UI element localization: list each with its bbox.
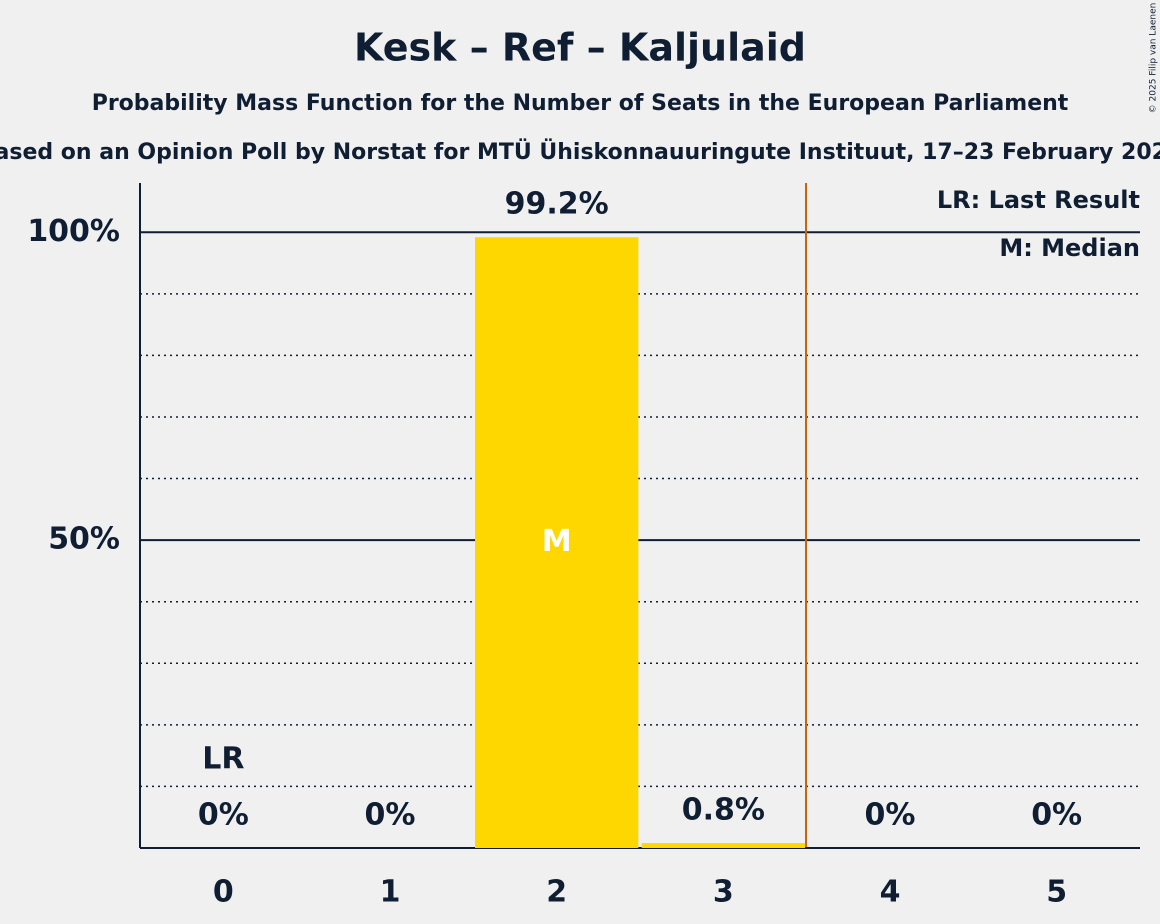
bar [641,843,805,848]
annotation: LR [202,742,244,777]
x-tick-label: 5 [1046,875,1067,910]
value-label: 0% [198,798,249,833]
value-label: 0% [865,798,916,833]
value-label: 99.2% [505,187,609,222]
x-tick-label: 0 [213,875,234,910]
x-tick-label: 3 [713,875,734,910]
value-label: 0% [365,798,416,833]
x-tick-label: 2 [546,875,567,910]
bar [475,237,639,848]
legend-entry: M: Median [999,234,1140,262]
copyright: © 2025 Filip van Laenen [1149,3,1159,114]
value-label: 0.8% [682,793,765,828]
value-label: 0% [1031,798,1082,833]
chart-subtitle: Based on an Opinion Poll by Norstat for … [0,139,1160,165]
y-tick-label: 100% [27,214,120,249]
legend-entry: LR: Last Result [937,186,1140,214]
chart-title: Kesk – Ref – Kaljulaid [354,26,806,70]
annotation: M [542,524,572,559]
x-tick-label: 1 [380,875,401,910]
chart-subtitle: Probability Mass Function for the Number… [92,91,1069,116]
y-tick-label: 50% [48,522,120,557]
x-tick-label: 4 [880,875,901,910]
